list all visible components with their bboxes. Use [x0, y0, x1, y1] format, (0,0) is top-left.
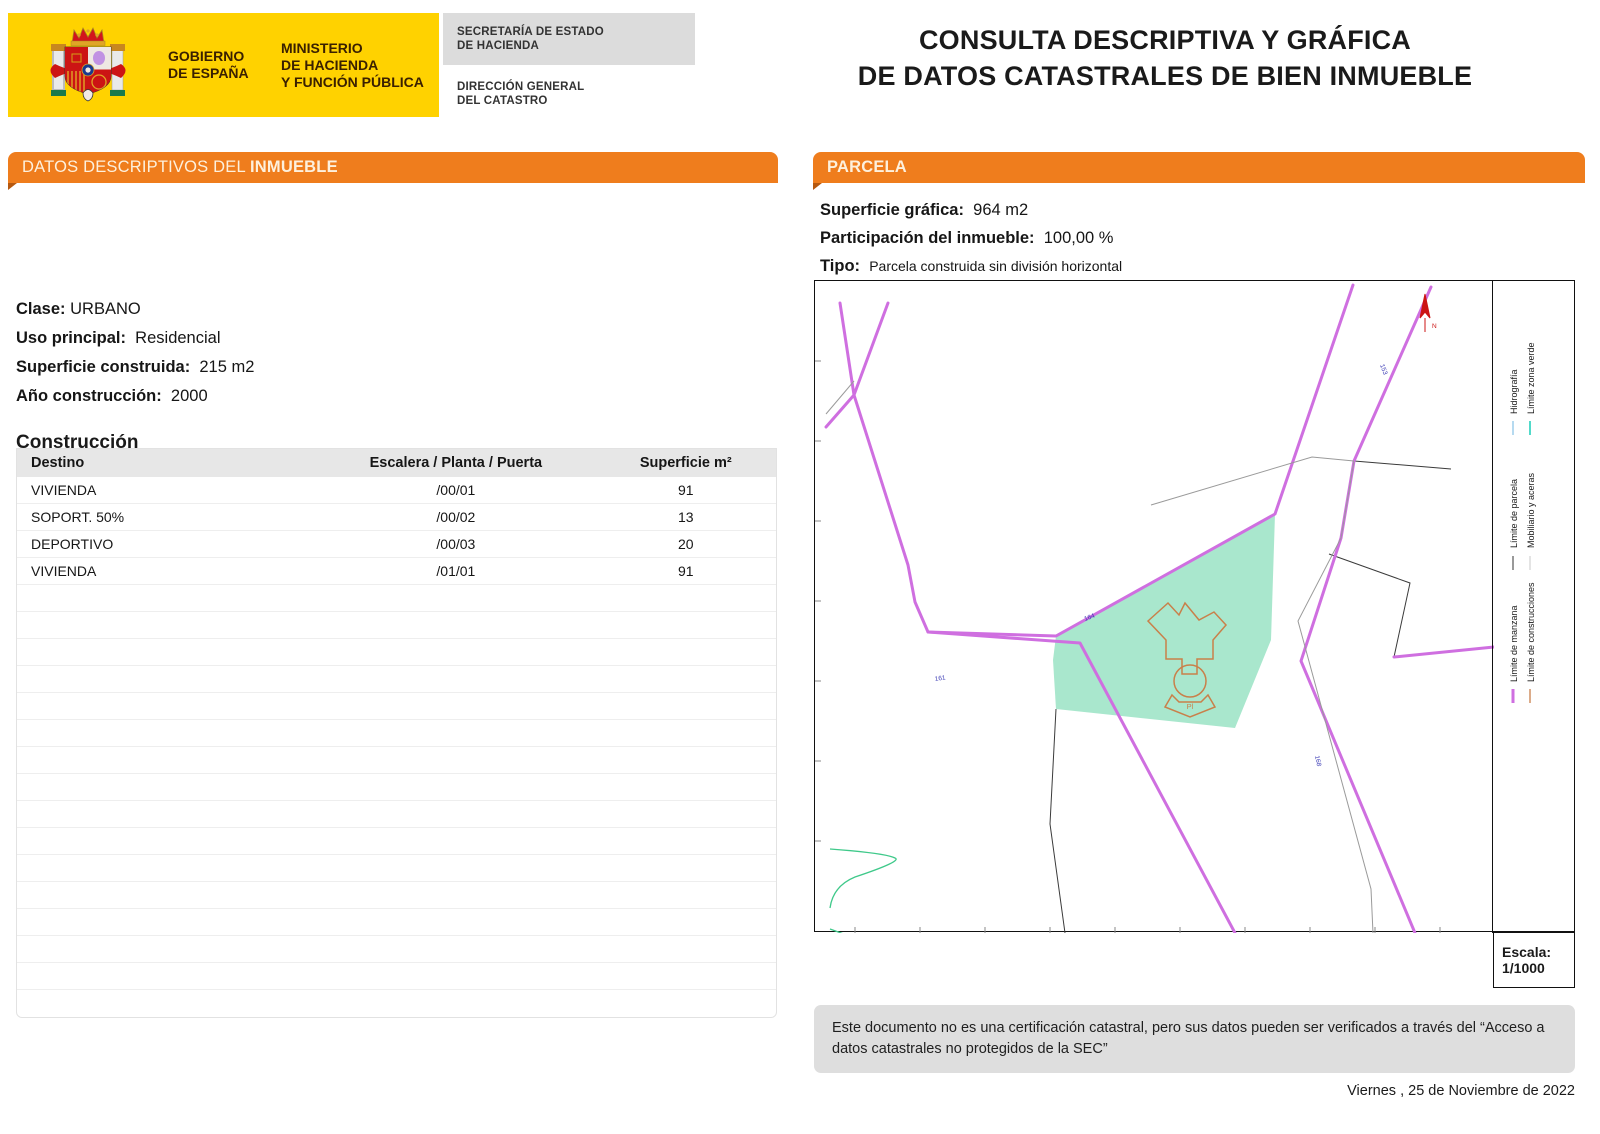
svg-text:Límite de manzana: Límite de manzana — [1509, 605, 1519, 682]
svg-text:Límite zona verde: Límite zona verde — [1526, 342, 1536, 414]
svg-text:Pl: Pl — [1187, 702, 1194, 711]
svg-text:168: 168 — [1313, 755, 1322, 767]
svg-text:Mobiliario y aceras: Mobiliario y aceras — [1526, 472, 1536, 548]
svg-text:161: 161 — [934, 674, 946, 682]
svg-text:153: 153 — [1378, 363, 1388, 376]
svg-text:Límite de construcciones: Límite de construcciones — [1526, 582, 1536, 682]
svg-text:N: N — [1432, 323, 1437, 330]
svg-text:Límite de parcela: Límite de parcela — [1509, 479, 1519, 548]
svg-text:Hidrografía: Hidrografía — [1509, 369, 1519, 414]
